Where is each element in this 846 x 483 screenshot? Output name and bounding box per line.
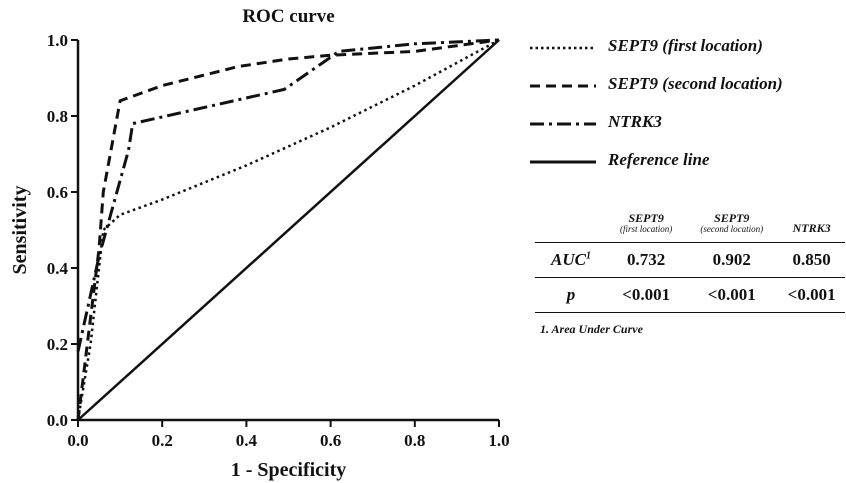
table-row: p <0.001 <0.001 <0.001 [535,277,845,313]
table-cell: <0.001 [685,277,779,313]
table-header-main: SEPT9 [714,211,750,225]
legend-item-reference: Reference line [530,150,840,188]
table-header-col: SEPT9 (second location) [685,208,778,243]
y-tick-label: 0.0 [47,411,68,430]
table-header-sub: (first location) [620,224,673,234]
legend-swatch-dashed [530,84,596,88]
table-header-row: SEPT9 (first location) SEPT9 (second locat… [535,208,845,243]
x-tick-label: 1.0 [488,431,509,450]
y-tick-label: 0.6 [47,183,68,202]
table-footnote: 1. Area Under Curve [540,322,643,336]
table-cell: <0.001 [607,277,686,313]
table-cell: 0.902 [685,242,779,278]
chart-title: ROC curve [242,6,334,27]
x-tick-label: 0.0 [67,431,88,450]
legend-item-ntrk3: NTRK3 [530,112,840,150]
y-tick-label: 0.4 [47,259,69,278]
reference-line [77,39,500,421]
table-row-label: AUC1 [535,242,607,278]
series-sept9-first-line [76,38,500,421]
legend-label: NTRK3 [608,112,662,131]
table-header-col: NTRK3 [778,208,845,243]
table-row-label: p [535,277,607,313]
series-sept9-second-line [76,38,500,421]
table-cell: 0.850 [778,242,845,278]
table-header-main: NTRK3 [792,221,831,235]
legend-swatch-dotted [530,46,596,50]
x-tick-label: 0.4 [236,431,258,450]
roc-chart: ROC curve 0.0 0.2 0.4 0.6 0.8 1.0 0.0 0.2 0.4 0.6 0… [9,6,510,481]
table-cell: <0.001 [778,277,845,313]
y-tick-label: 1.0 [47,31,68,50]
row-label-text: p [566,285,576,304]
legend-swatch-dashdot [530,122,596,126]
legend: SEPT9 (first location) SEPT9 (second loc… [530,36,840,188]
row-label-sup: 1 [585,250,591,262]
table-header-sub: (second location) [700,224,764,234]
legend-swatch-solid [530,160,596,164]
row-label-text: AUC [551,250,586,269]
table-header-empty [535,208,607,243]
table-row: AUC1 0.732 0.902 0.850 [535,242,845,278]
y-tick-label: 0.2 [47,335,68,354]
table-header-main: SEPT9 [628,211,664,225]
legend-item-sept9-second: SEPT9 (second location) [530,74,840,112]
y-tick-label: 0.8 [47,107,68,126]
x-tick-label: 0.2 [152,431,173,450]
legend-label: Reference line [608,150,710,169]
auc-table: SEPT9 (first location) SEPT9 (second locat… [535,208,845,313]
x-tick-label: 0.8 [404,431,425,450]
legend-label: SEPT9 (first location) [608,36,763,55]
table-header-col: SEPT9 (first location) [607,208,685,243]
x-tick-label: 0.6 [320,431,341,450]
y-axis-label: Sensitivity [9,186,31,275]
legend-label: SEPT9 (second location) [608,74,783,93]
series-ntrk3-line [76,38,500,352]
x-axis-label: 1 - Specificity [231,459,347,481]
legend-item-sept9-first: SEPT9 (first location) [530,36,840,74]
table-cell: 0.732 [607,242,686,278]
